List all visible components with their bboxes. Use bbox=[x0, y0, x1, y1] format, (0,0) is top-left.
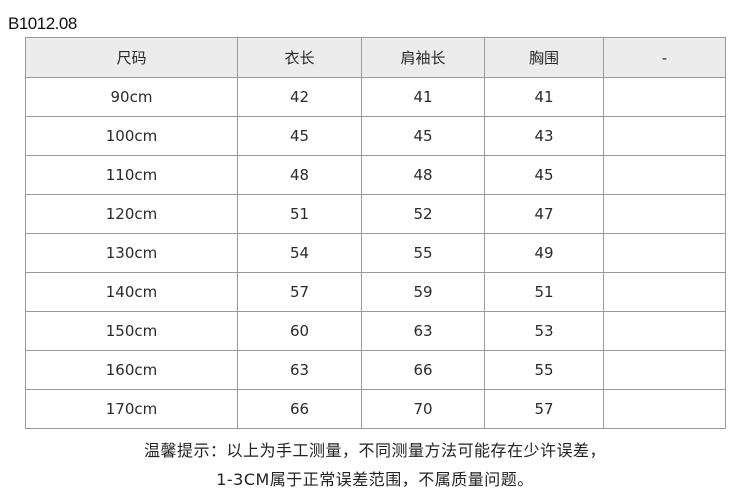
product-code: B1012.08 bbox=[8, 14, 77, 33]
table-cell: 150cm bbox=[25, 311, 238, 351]
table-cell: 42 bbox=[237, 77, 362, 117]
table-cell bbox=[603, 155, 726, 195]
table-row: 90cm 42 41 41 bbox=[25, 77, 726, 117]
table-cell: 51 bbox=[484, 272, 604, 312]
table-row: 150cm 60 63 53 bbox=[25, 311, 726, 351]
table-cell: 120cm bbox=[25, 194, 238, 234]
table-cell: 55 bbox=[361, 233, 485, 273]
table-row: 160cm 63 66 55 bbox=[25, 350, 726, 390]
table-row: 130cm 54 55 49 bbox=[25, 233, 726, 273]
size-table: 尺码 衣长 肩袖长 胸围 - 90cm 42 41 41 100cm 45 45 43 110cm 48 4… bbox=[25, 37, 726, 429]
column-header: 肩袖长 bbox=[361, 37, 485, 78]
table-cell: 130cm bbox=[25, 233, 238, 273]
note-line-2: 1-3CM属于正常误差范围，不属质量问题。 bbox=[216, 470, 534, 489]
table-row: 100cm 45 45 43 bbox=[25, 116, 726, 156]
table-cell: 48 bbox=[361, 155, 485, 195]
table-cell: 170cm bbox=[25, 389, 238, 429]
table-cell: 41 bbox=[484, 77, 604, 117]
table-cell: 90cm bbox=[25, 77, 238, 117]
column-header: 尺码 bbox=[25, 37, 238, 78]
table-cell: 45 bbox=[484, 155, 604, 195]
table-cell: 43 bbox=[484, 116, 604, 156]
table-cell: 59 bbox=[361, 272, 485, 312]
table-row: 170cm 66 70 57 bbox=[25, 389, 726, 429]
table-cell: 45 bbox=[361, 116, 485, 156]
table-cell: 110cm bbox=[25, 155, 238, 195]
table-cell: 57 bbox=[484, 389, 604, 429]
note-line-1: 温馨提示：以上为手工测量，不同测量方法可能存在少许误差， bbox=[143, 441, 606, 460]
table-cell bbox=[603, 194, 726, 234]
column-header: 衣长 bbox=[237, 37, 362, 78]
table-cell: 55 bbox=[484, 350, 604, 390]
table-cell: 45 bbox=[237, 116, 362, 156]
table-cell: 63 bbox=[361, 311, 485, 351]
table-cell bbox=[603, 311, 726, 351]
table-cell: 49 bbox=[484, 233, 604, 273]
table-cell bbox=[603, 350, 726, 390]
table-cell: 66 bbox=[237, 389, 362, 429]
table-cell bbox=[603, 272, 726, 312]
table-cell: 47 bbox=[484, 194, 604, 234]
table-cell bbox=[603, 389, 726, 429]
table-cell bbox=[603, 116, 726, 156]
table-row: 110cm 48 48 45 bbox=[25, 155, 726, 195]
table-cell: 63 bbox=[237, 350, 362, 390]
table-cell: 48 bbox=[237, 155, 362, 195]
table-cell bbox=[603, 77, 726, 117]
column-header: 胸围 bbox=[484, 37, 604, 78]
table-cell: 66 bbox=[361, 350, 485, 390]
table-cell bbox=[603, 233, 726, 273]
table-cell: 41 bbox=[361, 77, 485, 117]
table-cell: 140cm bbox=[25, 272, 238, 312]
table-cell: 160cm bbox=[25, 350, 238, 390]
table-cell: 57 bbox=[237, 272, 362, 312]
column-header: - bbox=[603, 37, 726, 78]
table-cell: 53 bbox=[484, 311, 604, 351]
table-cell: 51 bbox=[237, 194, 362, 234]
table-cell: 70 bbox=[361, 389, 485, 429]
table-row: 120cm 51 52 47 bbox=[25, 194, 726, 234]
table-cell: 52 bbox=[361, 194, 485, 234]
table-header-row: 尺码 衣长 肩袖长 胸围 - bbox=[25, 37, 726, 78]
table-row: 140cm 57 59 51 bbox=[25, 272, 726, 312]
table-cell: 60 bbox=[237, 311, 362, 351]
table-cell: 54 bbox=[237, 233, 362, 273]
table-cell: 100cm bbox=[25, 116, 238, 156]
